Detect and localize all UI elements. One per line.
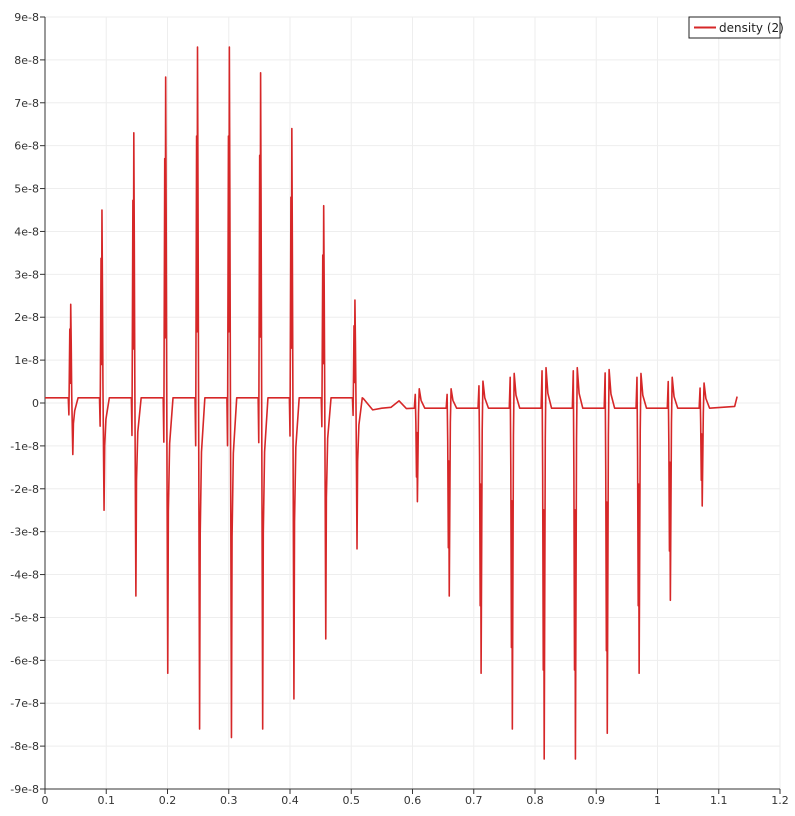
y-tick-label: 3e-8	[14, 268, 39, 281]
x-tick-label: 1.2	[771, 794, 789, 807]
x-tick-label: 0.4	[281, 794, 299, 807]
y-tick-label: 7e-8	[14, 97, 39, 110]
y-tick-label: 4e-8	[14, 225, 39, 238]
y-tick-label: 6e-8	[14, 140, 39, 153]
y-tick-label: -1e-8	[10, 440, 39, 453]
y-tick-label: 0	[32, 397, 39, 410]
y-tick-label: -9e-8	[10, 783, 39, 796]
y-tick-label: 5e-8	[14, 183, 39, 196]
y-tick-label: 1e-8	[14, 354, 39, 367]
y-tick-label: 8e-8	[14, 54, 39, 67]
x-tick-label: 1.1	[710, 794, 728, 807]
y-tick-label: -5e-8	[10, 611, 39, 624]
x-tick-label: 0	[42, 794, 49, 807]
x-tick-label: 0.5	[343, 794, 361, 807]
x-tick-label: 0.6	[404, 794, 422, 807]
legend-box	[688, 16, 781, 39]
x-tick-label: 0.9	[588, 794, 606, 807]
y-tick-label: -4e-8	[10, 569, 39, 582]
x-tick-label: 0.1	[98, 794, 116, 807]
y-tick-label: 9e-8	[14, 11, 39, 24]
y-tick-label: -8e-8	[10, 740, 39, 753]
y-tick-label: -2e-8	[10, 483, 39, 496]
series-layer	[45, 46, 738, 760]
y-tick-label: -3e-8	[10, 526, 39, 539]
x-tick-label: 0.2	[159, 794, 177, 807]
y-tick-label: -6e-8	[10, 654, 39, 667]
x-tick-label: 0.7	[465, 794, 483, 807]
grid	[44, 16, 781, 790]
x-tick-label: 0.8	[526, 794, 544, 807]
series-line-density-2	[45, 46, 738, 760]
x-tick-label: 1	[654, 794, 661, 807]
axes: 0 0.1 0.2 0.3 0.4 0.5 0.6 0.7 0.8 0.9 1 1.1 1.2 9e-8 8…	[10, 11, 788, 807]
x-tick-label: 0.3	[220, 794, 238, 807]
y-tick-label: 2e-8	[14, 311, 39, 324]
legend: density (2)	[688, 16, 784, 39]
legend-label: density (2)	[719, 21, 784, 35]
y-tick-label: -7e-8	[10, 697, 39, 710]
